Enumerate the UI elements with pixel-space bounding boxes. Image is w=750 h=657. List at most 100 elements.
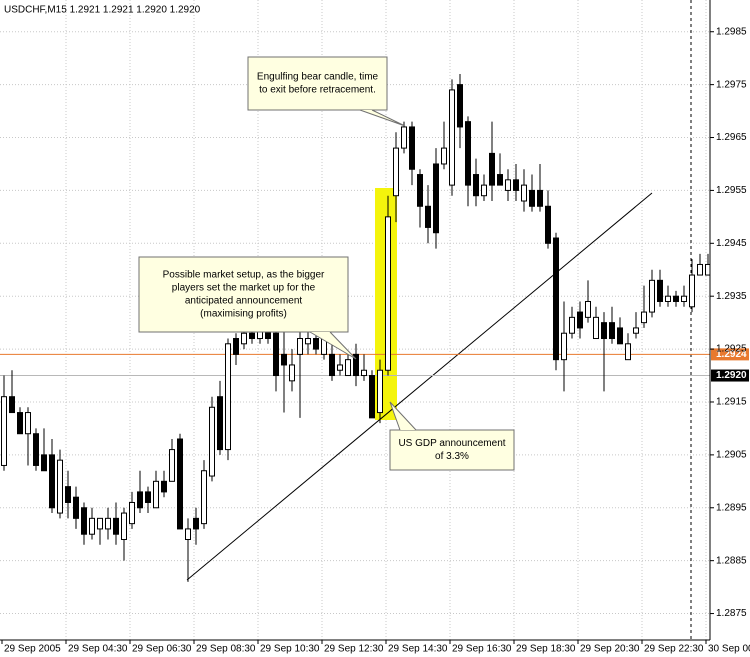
candle-body xyxy=(17,412,23,435)
candle-body xyxy=(505,179,511,191)
candle-body xyxy=(529,189,535,207)
candle-body xyxy=(385,216,391,371)
callout: Possible market setup, as the bigger play… xyxy=(138,256,357,360)
callout-text: to exit before retracement. xyxy=(259,85,376,96)
candle-body xyxy=(65,486,71,503)
candle-body xyxy=(417,174,423,207)
candle-body xyxy=(73,496,79,519)
candle-body xyxy=(129,501,135,525)
x-tick-label: 29 Sep 04:30 xyxy=(68,644,128,655)
callout-text: Engulfing bear candle, time xyxy=(257,72,379,83)
candle-body xyxy=(225,343,231,451)
candle-body xyxy=(153,480,159,509)
y-tick-label: 1.2895 xyxy=(716,502,747,513)
candle-body xyxy=(201,470,207,525)
y-tick-label: 1.2905 xyxy=(716,450,747,461)
candle-body xyxy=(425,205,431,228)
callout-text: Possible market setup, as the bigger xyxy=(163,270,325,281)
candle-body xyxy=(553,237,559,361)
y-tick-label: 1.2925 xyxy=(716,344,747,355)
candle-body xyxy=(673,295,679,302)
x-tick-label: 29 Sep 12:30 xyxy=(324,644,384,655)
y-tick-label: 1.2975 xyxy=(716,79,747,90)
candle-body xyxy=(289,364,295,382)
callout-text: of 3.3% xyxy=(435,451,469,462)
candle-body xyxy=(217,396,223,451)
callout-pointer xyxy=(359,109,406,127)
candle-body xyxy=(537,189,543,207)
candle-body xyxy=(105,517,111,530)
candle-body xyxy=(657,279,663,302)
candle-body xyxy=(1,396,7,466)
callout-box xyxy=(138,256,349,333)
candle-body xyxy=(585,300,591,318)
candle-body xyxy=(361,369,367,377)
callouts: Engulfing bear candle, time to exit befor… xyxy=(138,56,515,471)
y-tick-label: 1.2955 xyxy=(716,185,747,196)
candle-body xyxy=(81,507,87,535)
callout-text: US GDP announcement xyxy=(398,438,505,449)
candle-body xyxy=(305,338,311,345)
candle-body xyxy=(177,438,183,530)
candle-body xyxy=(545,205,551,244)
callout-text: anticipated announcement xyxy=(185,296,303,307)
x-tick-label: 29 Sep 16:30 xyxy=(452,644,512,655)
candle-body xyxy=(369,375,375,419)
callout: US GDP announcement of 3.3% xyxy=(389,401,515,471)
candle-body xyxy=(297,338,303,355)
candle-body xyxy=(449,89,455,186)
y-tick-label: 1.2935 xyxy=(716,291,747,302)
candle-body xyxy=(441,147,447,165)
callout: Engulfing bear candle, time to exit befor… xyxy=(247,56,406,127)
candle-body xyxy=(97,517,103,530)
candle-body xyxy=(681,295,687,302)
candle-body xyxy=(241,332,247,345)
candle-body xyxy=(329,353,335,377)
candle-body xyxy=(665,295,671,302)
candle-body xyxy=(633,327,639,334)
x-tick-label: 29 Sep 10:30 xyxy=(260,644,320,655)
y-tick-label: 1.2965 xyxy=(716,132,747,143)
candle-body xyxy=(273,332,279,377)
candle-body xyxy=(193,517,199,530)
candle-body xyxy=(313,338,319,350)
y-tick-label: 1.2915 xyxy=(716,397,747,408)
candle-body xyxy=(473,174,479,197)
candle-body xyxy=(409,126,415,170)
x-tick-label: 29 Sep 06:30 xyxy=(132,644,192,655)
candle-body xyxy=(497,174,503,186)
callout-text: (maximising profits) xyxy=(200,309,287,320)
candle-body xyxy=(25,412,31,435)
candle-body xyxy=(233,338,239,355)
y-tick-label: 1.2945 xyxy=(716,238,747,249)
candle-body xyxy=(345,359,351,377)
candle-body xyxy=(625,343,631,361)
candle-body xyxy=(561,332,567,361)
price-box xyxy=(711,369,749,382)
candle-body xyxy=(457,84,463,128)
candle-body xyxy=(337,364,343,371)
candle-body xyxy=(393,147,399,197)
candle-body xyxy=(209,406,215,477)
candle-body xyxy=(353,353,359,377)
candle-body xyxy=(609,322,615,340)
trend-line xyxy=(186,192,653,581)
candle-body xyxy=(433,163,439,234)
candle-body xyxy=(145,491,151,503)
candle-body xyxy=(617,327,623,345)
candle-body xyxy=(465,121,471,186)
price-box xyxy=(711,348,749,361)
candle-body xyxy=(489,152,495,186)
candle-body xyxy=(377,369,383,414)
candle-body xyxy=(593,316,599,340)
candle-body xyxy=(689,274,695,308)
candle-body xyxy=(185,528,191,541)
x-tick-label: 29 Sep 20:30 xyxy=(580,644,640,655)
candle-body xyxy=(641,311,647,324)
x-tick-label: 30 Sep 00:00 xyxy=(708,644,750,655)
axis-labels: 1.28751.28851.28951.29051.29151.29251.29… xyxy=(1,26,750,655)
x-tick-label: 29 Sep 18:30 xyxy=(516,644,576,655)
candle-body xyxy=(161,480,167,493)
candle-body xyxy=(33,433,39,466)
